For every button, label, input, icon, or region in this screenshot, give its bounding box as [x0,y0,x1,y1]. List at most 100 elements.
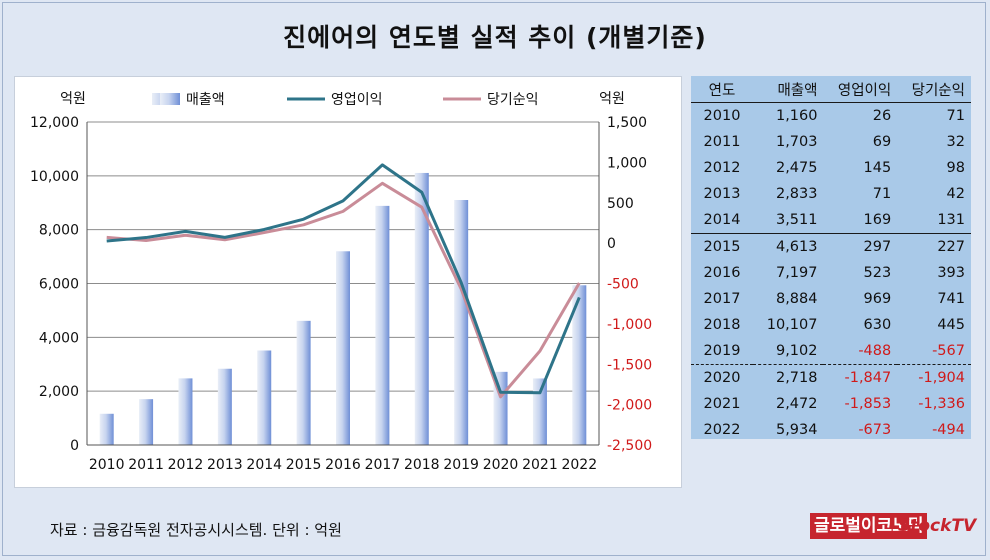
table-row: 2017 8,884 969 741 [691,286,971,312]
header-revenue: 매출액 [753,76,824,103]
bar-revenue [296,320,311,445]
data-table: 연도 매출액 영업이익 당기순익 2010 1,160 26 71 2011 1,703 6… [691,76,971,443]
cell-net: -567 [897,338,971,365]
cell-year: 2013 [703,186,741,202]
table-row: 2021 2,472 -1,853 -1,336 [691,391,971,417]
cell-year: 2018 [703,317,741,333]
table-row: 2018 10,107 630 445 [691,312,971,338]
brand-logo-globaleconomic: 글로벌이코노믹 [810,513,928,539]
cell-operating: 71 [872,186,892,202]
right-tick-label: -2,000 [607,398,652,414]
cell-revenue: 7,197 [775,265,818,281]
cell-net: 445 [937,317,965,333]
legend-operating-profit-label: 영업이익 [331,92,383,108]
cell-net: -1,336 [918,396,965,412]
bar-revenue [257,350,272,445]
x-tick-label: 2010 [89,457,125,473]
table-row: 2016 7,197 523 393 [691,260,971,286]
x-tick-label: 2015 [286,457,322,473]
bar-revenue [532,378,547,445]
cell-net: -494 [932,422,965,438]
cell-year: 2019 [691,338,753,365]
cell-year: 2010 [703,108,741,124]
brand-logo-stocktv: StockTV [898,516,977,536]
header-year: 연도 [691,76,753,103]
cell-operating: 969 [863,291,892,307]
cell-operating: 69 [872,134,892,150]
bar-revenue [414,172,429,445]
cell-net: 741 [937,291,965,307]
table-row: 2012 2,475 145 98 [691,155,971,181]
table-row: 2022 5,934 -673 -494 [691,417,971,443]
cell-net: 42 [946,186,965,202]
bar-revenue [178,378,193,445]
header-operating-profit: 영업이익 [823,76,898,103]
x-tick-label: 2019 [443,457,479,473]
right-tick-label: -1,000 [607,317,652,333]
bar-revenue [217,368,232,445]
cell-revenue: 1,703 [775,134,818,150]
cell-revenue: 3,511 [753,207,824,234]
cell-year: 2012 [703,160,741,176]
right-axis-unit: 억원 [599,91,625,107]
cell-revenue: 1,160 [775,108,818,124]
chart-area: 0 2,000 4,000 6,000 8,000 10,000 12,000 1,500 1,… [14,76,682,488]
cell-net: 131 [897,207,971,234]
right-tick-label: 0 [607,236,616,252]
cell-operating: -1,847 [844,370,892,386]
combo-chart: 0 2,000 4,000 6,000 8,000 10,000 12,000 1,500 1,… [30,91,652,473]
x-tick-label: 2016 [325,457,361,473]
x-tick-label: 2012 [168,457,204,473]
cell-revenue: 5,934 [775,422,818,438]
cell-operating: -1,853 [844,396,892,412]
right-tick-label: -500 [607,277,639,293]
table-row: 2020 2,718 -1,847 -1,904 [691,365,971,392]
table-row: 2015 4,613 297 227 [691,234,971,261]
legend-net-profit-label: 당기순익 [487,92,539,108]
left-tick-label: 8,000 [39,223,79,239]
cell-operating: 630 [863,317,892,333]
table-row: 2013 2,833 71 42 [691,181,971,207]
x-tick-label: 2013 [207,457,243,473]
cell-revenue: 2,475 [775,160,818,176]
x-tick-label: 2011 [128,457,164,473]
cell-year: 2020 [703,370,741,386]
header-net-profit: 당기순익 [897,76,971,103]
bar-revenue [336,251,350,445]
left-tick-label: 6,000 [39,277,79,293]
source-note: 자료 : 금융감독원 전자공시시스템. 단위 : 억원 [50,521,342,539]
cell-operating: 145 [863,160,892,176]
cell-revenue: 2,833 [775,186,818,202]
left-tick-label: 4,000 [39,330,79,346]
cell-operating: 169 [823,207,898,234]
left-tick-label: 2,000 [39,384,79,400]
cell-year: 2015 [703,239,741,255]
table-row: 2011 1,703 69 32 [691,129,971,155]
cell-operating: 26 [872,108,892,124]
cell-net: 71 [946,108,965,124]
table-row: 2010 1,160 26 71 [691,103,971,130]
right-tick-label: 1,000 [607,155,647,171]
bar-revenue [99,413,114,445]
x-tick-label: 2017 [365,457,401,473]
cell-operating: -488 [823,338,898,365]
x-tick-label: 2020 [483,457,519,473]
cell-year: 2016 [703,265,741,281]
cell-revenue: 8,884 [775,291,818,307]
cell-revenue: 4,613 [775,239,818,255]
right-tick-label: 500 [607,196,634,212]
cell-revenue: 2,472 [775,396,818,412]
left-axis-unit: 억원 [60,91,86,107]
cell-net: 98 [946,160,965,176]
bar-revenue [572,285,587,445]
cell-operating: 523 [863,265,892,281]
bar-revenue [454,200,469,445]
right-tick-label: -2,500 [607,438,652,454]
table-row: 2014 3,511 169 131 [691,207,971,234]
line-operating-profit [106,163,581,395]
legend-revenue-label: 매출액 [186,92,225,108]
cell-revenue: 10,107 [766,317,818,333]
page-title: 진에어의 연도별 실적 추이 (개별기준) [283,23,707,52]
right-tick-label: 1,500 [607,115,647,131]
